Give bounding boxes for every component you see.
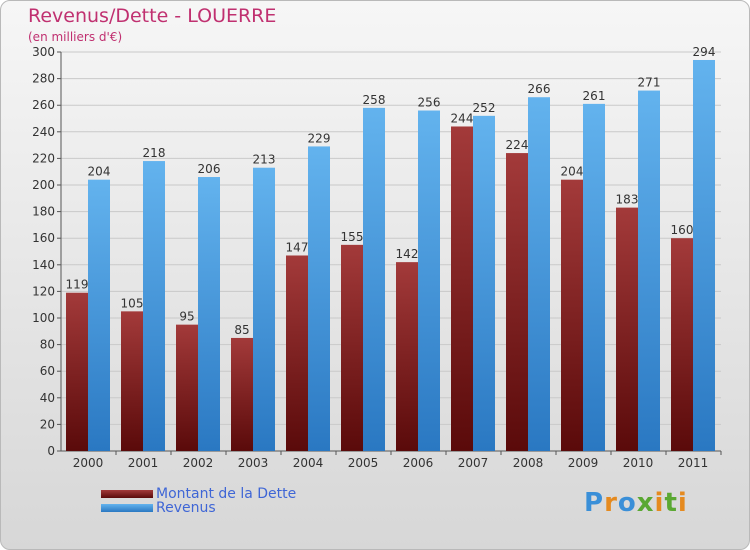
bar-dette [561, 179, 583, 451]
x-tick-label: 2009 [568, 456, 599, 470]
bar-revenus [253, 167, 275, 451]
data-label-dette: 244 [451, 111, 474, 125]
x-tick-label: 2000 [73, 456, 104, 470]
data-label-revenus: 213 [253, 153, 276, 167]
data-label-revenus: 266 [528, 82, 551, 96]
data-label-dette: 119 [66, 278, 89, 292]
data-label-dette: 105 [121, 296, 144, 310]
data-label-dette: 95 [179, 310, 194, 324]
data-label-dette: 224 [506, 138, 529, 152]
y-tick-label: 40 [40, 391, 55, 405]
logo-letter: r [604, 488, 618, 518]
x-tick-label: 2005 [348, 456, 379, 470]
logo-letter: x [636, 488, 655, 518]
logo-letter: i [677, 488, 688, 518]
bar-dette [231, 337, 253, 451]
data-label-dette: 155 [341, 230, 364, 244]
data-label-dette: 147 [286, 240, 309, 254]
logo-letter: t [664, 488, 678, 518]
bar-dette [341, 244, 363, 451]
x-tick-label: 2006 [403, 456, 434, 470]
data-label-revenus: 261 [583, 89, 606, 103]
y-tick-label: 260 [32, 98, 55, 112]
legend-label-revenus: Revenus [156, 500, 216, 516]
y-tick-label: 280 [32, 72, 55, 86]
bar-revenus [143, 161, 165, 451]
y-tick-label: 140 [32, 258, 55, 272]
y-tick-label: 180 [32, 205, 55, 219]
bar-revenus [418, 110, 440, 452]
legend-swatch-revenus [101, 504, 153, 512]
logo-letter: i [654, 488, 665, 518]
bar-dette [121, 311, 143, 451]
bar-revenus [473, 115, 495, 451]
bar-revenus [198, 177, 220, 451]
bar-dette [671, 238, 693, 451]
data-label-dette: 142 [396, 247, 419, 261]
x-tick-label: 2010 [623, 456, 654, 470]
legend-label-dette: Montant de la Dette [156, 486, 297, 502]
x-tick-label: 2002 [183, 456, 214, 470]
bar-dette [396, 262, 418, 451]
y-tick-label: 120 [32, 284, 55, 298]
bar-dette [451, 126, 473, 451]
y-tick-label: 240 [32, 125, 55, 139]
data-label-revenus: 229 [308, 131, 331, 145]
proxiti-logo: Proxiti [584, 488, 688, 518]
chart-subtitle: (en milliers d'€) [28, 30, 123, 44]
x-tick-label: 2007 [458, 456, 489, 470]
y-tick-label: 80 [40, 338, 55, 352]
bar-dette [616, 207, 638, 451]
bar-dette [286, 255, 308, 451]
bar-revenus [308, 146, 330, 451]
bar-revenus [528, 97, 550, 451]
bar-revenus [693, 59, 715, 451]
data-label-revenus: 204 [88, 165, 111, 179]
y-tick-label: 300 [32, 45, 55, 59]
bar-revenus [583, 103, 605, 452]
logo-letter: o [617, 488, 637, 518]
data-label-revenus: 294 [693, 45, 716, 59]
x-tick-label: 2001 [128, 456, 159, 470]
x-tick-label: 2003 [238, 456, 269, 470]
bar-revenus [638, 90, 660, 451]
data-label-revenus: 256 [418, 96, 441, 110]
y-tick-label: 200 [32, 178, 55, 192]
data-label-revenus: 218 [143, 146, 166, 160]
bar-revenus [88, 179, 110, 451]
data-label-dette: 160 [671, 223, 694, 237]
y-tick-label: 220 [32, 151, 55, 165]
data-label-revenus: 206 [198, 162, 221, 176]
y-tick-label: 160 [32, 231, 55, 245]
data-label-revenus: 258 [363, 93, 386, 107]
x-tick-label: 2011 [678, 456, 709, 470]
data-label-dette: 204 [561, 165, 584, 179]
y-tick-label: 100 [32, 311, 55, 325]
data-label-dette: 85 [234, 323, 249, 337]
data-label-revenus: 271 [638, 76, 661, 90]
data-label-dette: 183 [616, 193, 639, 207]
data-label-revenus: 252 [473, 101, 496, 115]
chart-title: Revenus/Dette - LOUERRE [28, 5, 277, 27]
bar-revenus [363, 107, 385, 452]
y-tick-label: 0 [47, 444, 55, 458]
bar-dette [506, 153, 528, 451]
x-tick-label: 2004 [293, 456, 324, 470]
bar-dette [176, 324, 198, 451]
y-tick-label: 20 [40, 417, 55, 431]
x-tick-label: 2008 [513, 456, 544, 470]
y-tick-label: 60 [40, 364, 55, 378]
legend-swatch-dette [101, 490, 153, 498]
bar-dette [66, 292, 88, 451]
logo-letter: P [584, 488, 605, 518]
